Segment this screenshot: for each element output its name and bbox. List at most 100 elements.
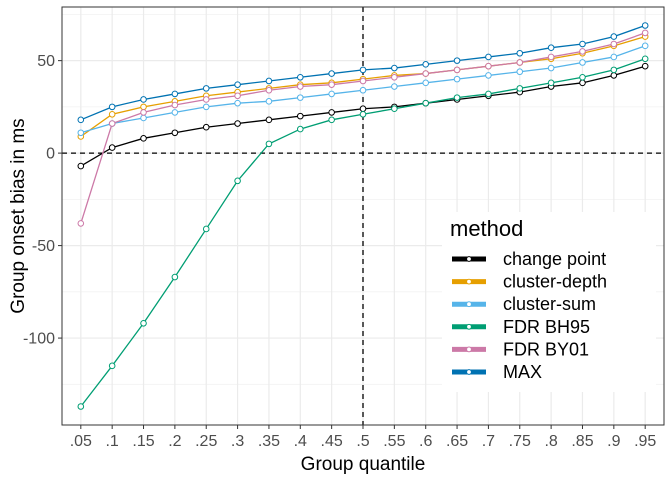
x-tick-label: .7 bbox=[482, 433, 495, 450]
y-axis: -100 -50 0 50 bbox=[23, 53, 62, 348]
x-tick-label: .55 bbox=[383, 433, 405, 450]
data-point bbox=[485, 62, 492, 70]
data-point bbox=[140, 114, 147, 122]
x-tick-label: .3 bbox=[231, 433, 244, 450]
x-tick-label: .95 bbox=[634, 433, 656, 450]
data-point bbox=[359, 86, 367, 94]
data-point bbox=[296, 73, 304, 81]
x-tick-label: .1 bbox=[105, 433, 118, 450]
data-point bbox=[453, 94, 461, 101]
data-point bbox=[140, 96, 147, 103]
data-point bbox=[77, 116, 85, 124]
data-point bbox=[77, 162, 85, 170]
x-tick-label: .2 bbox=[168, 433, 181, 450]
data-point bbox=[265, 116, 273, 124]
data-point bbox=[328, 116, 335, 124]
legend-item: change point bbox=[452, 249, 606, 269]
data-point bbox=[579, 79, 586, 87]
legend-swatch-point bbox=[466, 301, 472, 308]
data-point bbox=[77, 220, 85, 227]
data-point bbox=[610, 40, 618, 48]
data-point bbox=[516, 49, 524, 57]
legend-label: MAX bbox=[503, 362, 542, 382]
data-point bbox=[234, 120, 241, 127]
legend-label: cluster-depth bbox=[503, 272, 607, 292]
data-point bbox=[516, 59, 524, 66]
x-tick-label: .85 bbox=[571, 433, 593, 450]
data-point bbox=[579, 40, 586, 48]
data-point bbox=[485, 53, 492, 61]
data-point bbox=[171, 101, 179, 109]
data-point bbox=[547, 64, 555, 72]
data-point bbox=[391, 64, 398, 72]
data-point bbox=[359, 105, 367, 113]
x-tick-label: .05 bbox=[70, 433, 92, 450]
data-point bbox=[202, 225, 210, 233]
x-axis: .05 .1 .15 .2 .25 .3 .35 .4 .45 .5 .55 .6 .65 .7 .75 .8… bbox=[70, 425, 656, 450]
x-tick-label: .45 bbox=[321, 433, 343, 450]
data-point bbox=[453, 75, 461, 83]
data-point bbox=[359, 77, 367, 85]
data-point bbox=[422, 79, 430, 87]
x-axis-title: Group quantile bbox=[301, 454, 426, 475]
data-point bbox=[516, 68, 524, 76]
legend-title: method bbox=[450, 216, 523, 241]
x-tick-label: .65 bbox=[446, 433, 468, 450]
data-point bbox=[108, 362, 116, 370]
data-point bbox=[202, 96, 210, 103]
legend-label: FDR BY01 bbox=[503, 339, 589, 359]
data-point bbox=[265, 98, 273, 105]
data-point bbox=[391, 83, 398, 90]
data-point bbox=[234, 99, 241, 107]
legend-swatch-point bbox=[466, 323, 472, 330]
x-tick-label: .9 bbox=[607, 433, 620, 450]
y-tick-label: -100 bbox=[23, 331, 55, 348]
data-point bbox=[202, 103, 210, 111]
data-point bbox=[641, 42, 649, 50]
data-point bbox=[641, 62, 649, 70]
data-point bbox=[328, 70, 335, 77]
data-point bbox=[547, 44, 555, 51]
data-point bbox=[453, 57, 461, 64]
data-point bbox=[641, 55, 649, 63]
data-point bbox=[108, 120, 116, 127]
data-point bbox=[610, 72, 618, 79]
x-tick-label: .25 bbox=[195, 433, 217, 450]
data-point bbox=[140, 319, 147, 327]
legend-label: FDR BH95 bbox=[503, 317, 590, 337]
data-point bbox=[422, 99, 430, 107]
data-point bbox=[422, 70, 430, 77]
data-point bbox=[328, 90, 335, 98]
data-point bbox=[641, 22, 649, 29]
x-tick-label: .5 bbox=[356, 433, 369, 450]
data-point bbox=[328, 81, 335, 88]
data-point bbox=[453, 66, 461, 74]
y-tick-label: 50 bbox=[37, 53, 55, 70]
data-point bbox=[547, 79, 555, 87]
legend-item: FDR BH95 bbox=[452, 317, 590, 337]
data-point bbox=[359, 66, 367, 74]
data-point bbox=[359, 110, 367, 118]
data-point bbox=[77, 129, 85, 137]
data-point bbox=[579, 59, 586, 66]
data-point bbox=[265, 77, 273, 85]
data-point bbox=[422, 61, 430, 68]
reference-lines bbox=[62, 7, 664, 425]
legend-label: change point bbox=[503, 249, 606, 269]
data-point bbox=[610, 33, 618, 40]
data-point bbox=[265, 140, 273, 148]
data-point bbox=[296, 112, 304, 120]
legend-swatch-point bbox=[466, 369, 472, 375]
data-point bbox=[391, 73, 398, 81]
data-point bbox=[234, 81, 241, 88]
data-point bbox=[77, 403, 85, 410]
data-point bbox=[641, 29, 649, 37]
data-point bbox=[328, 109, 335, 116]
x-tick-label: .6 bbox=[419, 433, 432, 450]
data-point bbox=[234, 177, 241, 185]
legend-item: cluster-depth bbox=[452, 272, 607, 292]
legend-label: cluster-sum bbox=[503, 294, 596, 314]
legend-item: MAX bbox=[452, 362, 542, 382]
